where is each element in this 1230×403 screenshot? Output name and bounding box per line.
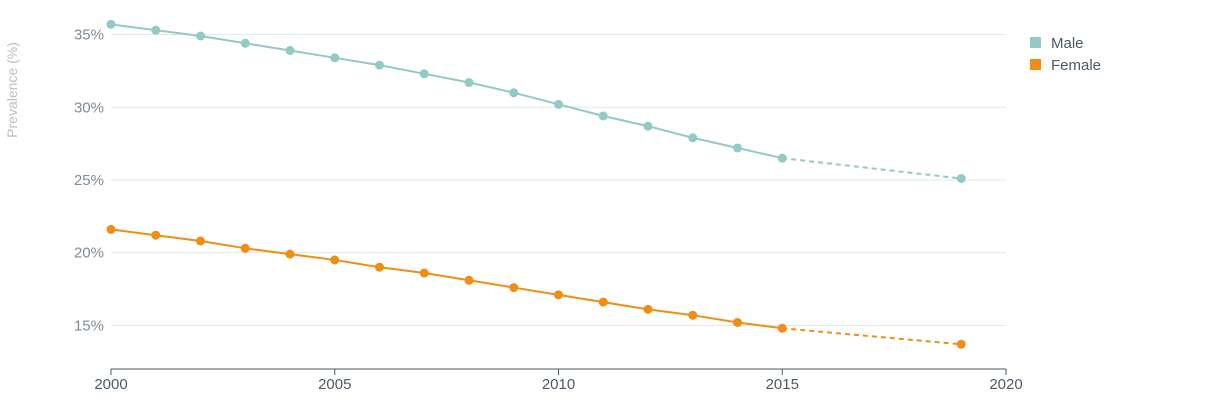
data-point [733, 317, 742, 327]
series-line-projected [782, 327, 962, 346]
data-point [151, 230, 161, 240]
series-female [106, 224, 966, 349]
legend-label: Female [1051, 57, 1101, 74]
data-point [733, 143, 742, 153]
data-point [106, 19, 116, 29]
data-point [688, 133, 698, 143]
legend-swatch [1030, 37, 1041, 48]
x-tick-label: 2010 [542, 376, 575, 393]
data-point [777, 323, 787, 333]
legend-swatch [1030, 59, 1041, 70]
series-male [106, 19, 966, 184]
x-tick-label: 2005 [318, 376, 351, 393]
series-layer [106, 19, 966, 349]
data-point [106, 224, 116, 234]
data-point [777, 153, 787, 163]
data-point [196, 31, 205, 41]
axes: 15% 20% 25% 30% 35% 2000 2005 2010 2015 2020 [74, 27, 1023, 393]
data-point [240, 243, 250, 253]
data-point [643, 304, 653, 314]
data-point [285, 249, 295, 259]
x-tick-label: 2020 [989, 376, 1022, 393]
y-tick-label: 35% [74, 27, 104, 44]
data-point [464, 275, 474, 285]
gridlines [111, 34, 1006, 326]
data-point [419, 69, 429, 79]
data-point [285, 46, 295, 56]
data-point [196, 236, 205, 246]
x-tick-label: 2000 [94, 376, 127, 393]
data-point [598, 111, 608, 121]
legend-label: Male [1051, 35, 1084, 52]
data-point [509, 88, 519, 98]
data-point [375, 60, 384, 70]
data-point [509, 283, 519, 293]
y-tick-label: 15% [74, 317, 104, 334]
y-tick-label: 30% [74, 99, 104, 116]
y-axis-label: Prevalence (%) [4, 42, 20, 138]
legend: Male Female [1030, 35, 1101, 74]
data-point [375, 262, 384, 272]
data-point [330, 53, 340, 63]
data-point [464, 78, 474, 88]
series-line-solid [110, 23, 783, 160]
data-point [419, 268, 429, 278]
data-point [643, 121, 653, 131]
data-point [688, 310, 698, 320]
x-tick-label: 2015 [766, 376, 799, 393]
series-line-projected [782, 157, 962, 180]
data-point [598, 297, 608, 307]
data-point [330, 255, 340, 265]
data-point [151, 25, 161, 35]
data-point [554, 99, 563, 109]
data-point [554, 290, 563, 300]
series-line-solid [110, 228, 783, 330]
data-point [240, 38, 250, 48]
data-point [956, 174, 966, 184]
y-tick-label: 25% [74, 172, 104, 189]
data-point [956, 339, 966, 349]
y-tick-label: 20% [74, 245, 104, 262]
